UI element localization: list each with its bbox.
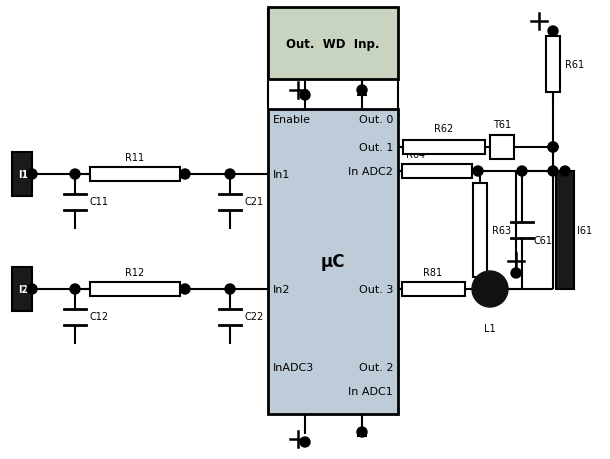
Text: R11: R11 <box>126 153 145 162</box>
Text: Out. 2: Out. 2 <box>359 362 393 372</box>
Bar <box>556 172 574 289</box>
Text: R12: R12 <box>126 268 145 277</box>
Circle shape <box>357 86 367 96</box>
Text: C11: C11 <box>89 196 108 207</box>
Bar <box>401 282 464 297</box>
Bar <box>546 37 560 93</box>
Bar <box>403 141 486 155</box>
Circle shape <box>27 170 37 179</box>
Text: I2: I2 <box>18 285 28 294</box>
Circle shape <box>548 27 558 37</box>
Text: Enable: Enable <box>273 115 311 125</box>
Text: C21: C21 <box>244 196 263 207</box>
Bar <box>90 168 180 182</box>
Circle shape <box>70 170 80 179</box>
Circle shape <box>225 285 235 294</box>
Bar <box>268 110 398 414</box>
Circle shape <box>548 143 558 153</box>
Bar <box>268 8 398 80</box>
Bar <box>490 136 514 160</box>
Circle shape <box>27 285 37 294</box>
Circle shape <box>511 269 521 279</box>
Circle shape <box>357 427 367 437</box>
Circle shape <box>548 167 558 177</box>
Text: C61: C61 <box>534 235 553 246</box>
Text: In ADC1: In ADC1 <box>348 386 393 396</box>
Bar <box>473 184 487 278</box>
Circle shape <box>70 285 80 294</box>
Text: I61: I61 <box>577 225 592 235</box>
Text: I1: I1 <box>18 170 28 179</box>
Text: Out. 1: Out. 1 <box>359 143 393 153</box>
Text: In1: In1 <box>273 170 290 179</box>
Text: C12: C12 <box>89 311 108 321</box>
Text: R64: R64 <box>406 150 426 160</box>
Text: In ADC2: In ADC2 <box>348 167 393 177</box>
Text: R61: R61 <box>565 60 584 70</box>
Bar <box>402 165 472 179</box>
Circle shape <box>300 437 310 447</box>
Text: In2: In2 <box>273 285 290 294</box>
Text: Out. 3: Out. 3 <box>359 285 393 294</box>
Circle shape <box>472 271 508 308</box>
Text: L1: L1 <box>484 323 496 333</box>
Circle shape <box>560 167 570 177</box>
Text: R62: R62 <box>434 124 454 134</box>
Circle shape <box>548 143 558 153</box>
Text: Out.  WD  Inp.: Out. WD Inp. <box>286 38 380 50</box>
Text: μC: μC <box>321 252 345 270</box>
Circle shape <box>300 91 310 101</box>
Text: InADC3: InADC3 <box>273 362 314 372</box>
Text: C22: C22 <box>244 311 264 321</box>
Text: Out. 0: Out. 0 <box>359 115 393 125</box>
Circle shape <box>225 170 235 179</box>
Circle shape <box>180 170 190 179</box>
Bar <box>90 282 180 297</box>
Circle shape <box>517 167 527 177</box>
Bar <box>12 268 32 311</box>
Text: T61: T61 <box>493 120 511 130</box>
Circle shape <box>180 285 190 294</box>
Circle shape <box>473 167 483 177</box>
Text: R81: R81 <box>423 268 443 277</box>
Text: R63: R63 <box>492 225 511 235</box>
Bar <box>12 153 32 196</box>
